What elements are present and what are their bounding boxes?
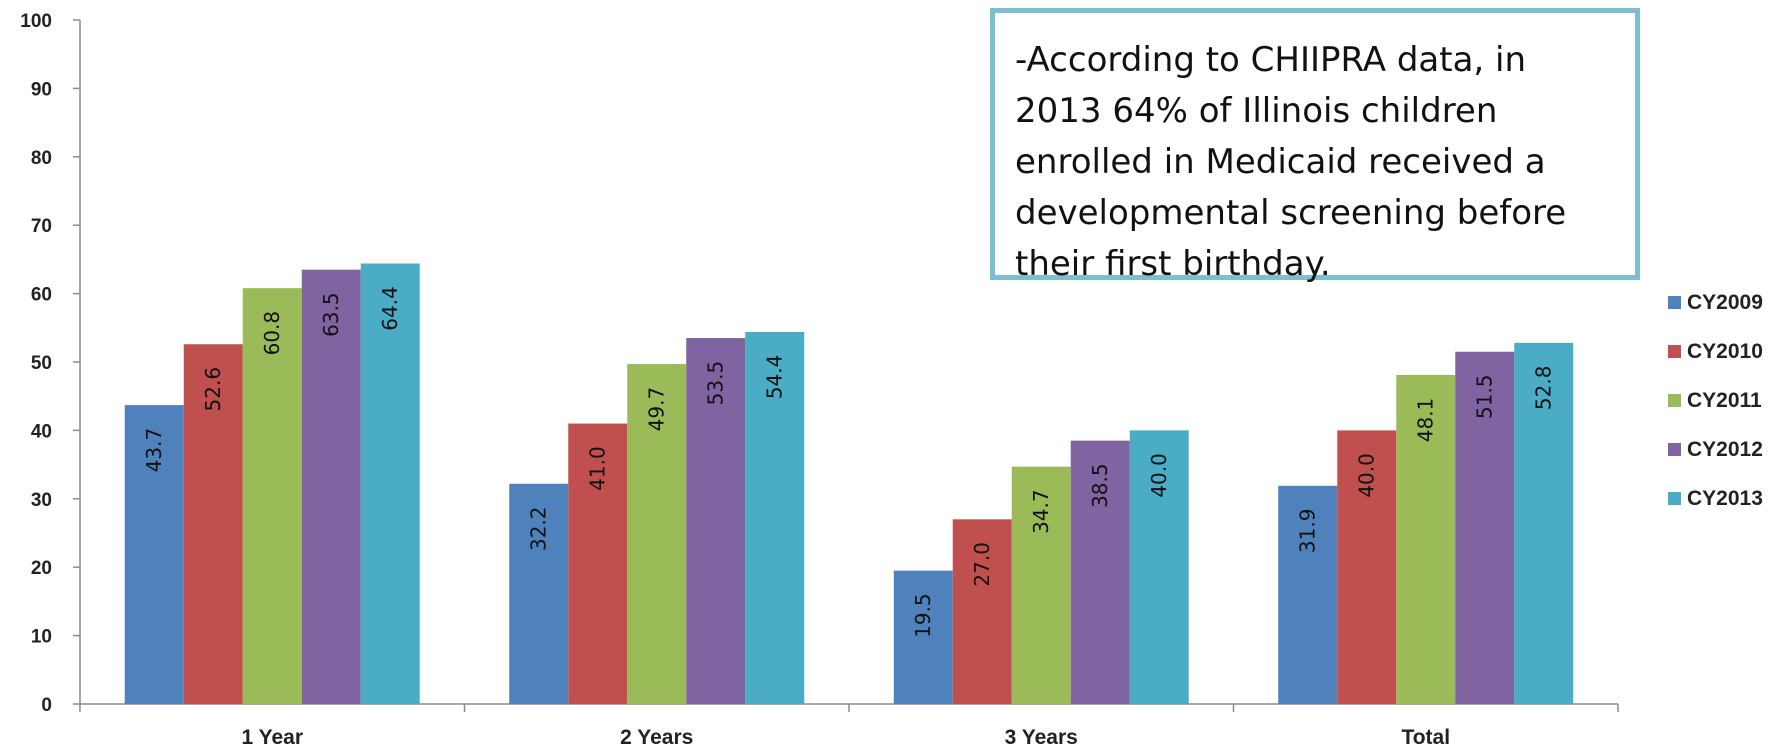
legend-swatch	[1668, 492, 1681, 505]
legend-label: CY2012	[1687, 437, 1763, 461]
x-tick-label: 1 Year	[241, 726, 303, 749]
data-label: 48.1	[1414, 398, 1438, 443]
data-label: 43.7	[142, 428, 166, 473]
x-tick-label: 2 Years	[620, 726, 693, 749]
legend-label: CY2013	[1687, 486, 1763, 510]
bar	[301, 269, 361, 704]
data-label: 54.4	[763, 355, 787, 400]
legend-label: CY2009	[1687, 290, 1763, 314]
data-label: 64.4	[378, 286, 402, 331]
data-label: 34.7	[1029, 489, 1053, 534]
legend-item: CY2009	[1668, 278, 1786, 327]
legend-item: CY2011	[1668, 376, 1786, 425]
chart-axes: 0 10 20 30 40 50 60 70 80 90 100 1 Year 2 Years 3 Yea…	[20, 11, 1619, 749]
data-label: 32.2	[527, 506, 551, 551]
chart-data-labels: 43.7 52.6 60.8 63.5 64.4 32.2 41.0 49.7 53.5 54.4…	[142, 286, 1556, 638]
legend-swatch	[1668, 394, 1681, 407]
bar	[1455, 351, 1515, 704]
data-label: 53.5	[704, 361, 728, 406]
chart-legend: CY2009 CY2010 CY2011 CY2012 CY2013	[1668, 278, 1786, 523]
data-label: 52.8	[1532, 366, 1556, 411]
bar	[360, 263, 420, 704]
data-label: 41.0	[586, 446, 610, 491]
legend-swatch	[1668, 296, 1681, 309]
y-tick-label: 30	[31, 490, 52, 511]
y-tick-label: 50	[31, 353, 52, 374]
bar	[627, 364, 687, 704]
data-label: 40.0	[1355, 453, 1379, 498]
y-tick-label: 90	[31, 79, 52, 100]
bar	[952, 519, 1012, 704]
x-tick-label: 3 Years	[1005, 726, 1078, 749]
bar	[568, 423, 628, 704]
data-label: 40.0	[1147, 453, 1171, 498]
y-tick-label: 0	[41, 695, 52, 716]
legend-label: CY2011	[1687, 388, 1762, 412]
bar	[509, 483, 569, 704]
y-tick-label: 80	[31, 148, 52, 169]
data-label: 27.0	[970, 542, 994, 587]
bar	[242, 288, 302, 704]
y-tick-label: 10	[31, 627, 52, 648]
bar	[1129, 430, 1189, 704]
annotation-box: -According to CHIIPRA data, in 2013 64% …	[990, 8, 1640, 284]
legend-label: CY2010	[1687, 339, 1763, 363]
y-tick-label: 70	[31, 216, 52, 237]
y-tick-label: 40	[31, 421, 52, 442]
chart-bars	[124, 263, 1574, 704]
data-label: 19.5	[911, 593, 935, 638]
data-label: 38.5	[1088, 463, 1112, 508]
y-tick-label: 60	[31, 285, 52, 306]
bar	[1396, 374, 1456, 704]
data-label: 31.9	[1296, 509, 1320, 554]
bar	[1011, 466, 1071, 704]
bar	[183, 344, 243, 704]
bar	[124, 405, 184, 704]
bar	[745, 331, 805, 704]
bar	[1278, 485, 1338, 704]
annotation-text: -According to CHIIPRA data, in 2013 64% …	[1015, 40, 1567, 284]
legend-swatch	[1668, 345, 1681, 358]
data-label: 63.5	[319, 292, 343, 337]
legend-item: CY2012	[1668, 425, 1786, 474]
bar	[1514, 342, 1574, 704]
legend-item: CY2010	[1668, 327, 1786, 376]
data-label: 49.7	[645, 387, 669, 432]
data-label: 51.5	[1473, 374, 1497, 419]
bar	[686, 338, 746, 704]
data-label: 60.8	[260, 311, 284, 356]
bar	[1070, 440, 1130, 704]
bar	[1337, 430, 1397, 704]
y-tick-label: 100	[20, 11, 52, 32]
legend-item: CY2013	[1668, 474, 1786, 523]
data-label: 52.6	[201, 367, 225, 412]
y-tick-label: 20	[31, 558, 52, 579]
bar	[893, 570, 953, 704]
x-tick-label: Total	[1401, 726, 1450, 749]
legend-swatch	[1668, 443, 1681, 456]
